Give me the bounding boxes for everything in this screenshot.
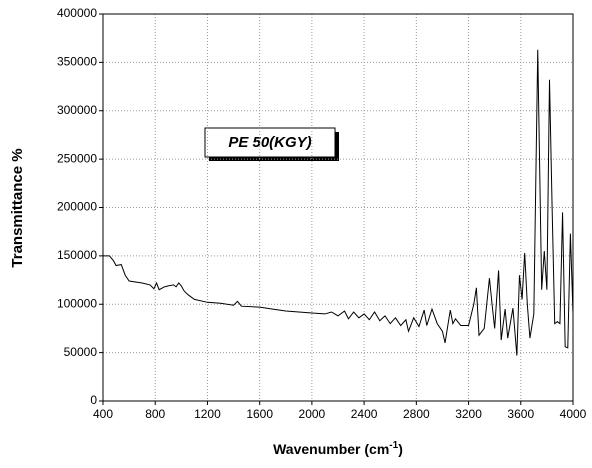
x-tick-label: 1200: [194, 407, 221, 421]
y-axis-label: Transmittance %: [9, 148, 26, 267]
x-axis-label-sup: -1: [389, 440, 398, 451]
x-tick-label: 1600: [246, 407, 273, 421]
x-axis-label-part: ): [398, 441, 403, 457]
x-axis-label: Wavenumber (cm-1): [273, 440, 403, 457]
y-tick-label: 200000: [57, 200, 97, 214]
y-tick-label: 350000: [57, 55, 97, 69]
x-tick-label: 400: [93, 407, 113, 421]
x-tick-label: 3200: [455, 407, 482, 421]
annotation-box: [204, 127, 336, 158]
x-tick-label: 800: [145, 407, 165, 421]
plot-frame: [102, 13, 574, 402]
y-tick-label: 300000: [57, 103, 97, 117]
y-tick-label: 50000: [64, 345, 98, 359]
y-tick-label: 400000: [57, 6, 97, 20]
y-tick-label: 250000: [57, 151, 97, 165]
x-tick-label: 3600: [507, 407, 534, 421]
x-tick-label: 2400: [351, 407, 378, 421]
x-axis-label-part: Wavenumber (cm: [273, 441, 389, 457]
x-tick-label: 2800: [403, 407, 430, 421]
y-tick-label: 150000: [57, 248, 97, 262]
y-tick-label: 0: [90, 393, 97, 407]
annotation: PE 50(KGY): [228, 134, 311, 151]
x-tick-label: 2000: [299, 407, 326, 421]
x-tick-label: 4000: [560, 407, 587, 421]
data-line: [103, 49, 574, 356]
y-tick-label: 100000: [57, 296, 97, 310]
